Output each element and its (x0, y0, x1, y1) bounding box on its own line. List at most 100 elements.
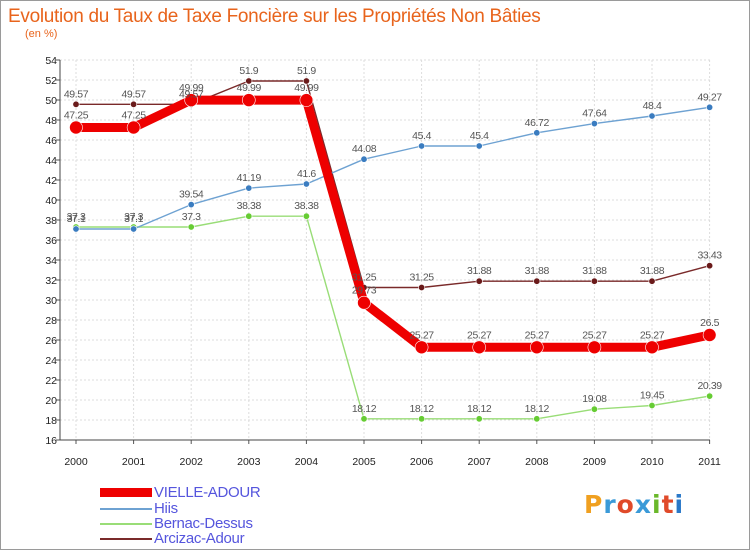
y-tick-label: 42 (45, 175, 57, 187)
data-label: 37.3 (124, 211, 143, 223)
data-point (529, 340, 544, 355)
data-label: 20.39 (697, 380, 722, 392)
data-label: 41.19 (237, 172, 262, 184)
data-point (245, 184, 253, 192)
x-tick-label: 2009 (583, 456, 607, 468)
data-label: 19.08 (582, 393, 607, 405)
series-line (76, 106, 710, 230)
data-label: 45.4 (412, 130, 431, 142)
data-point (72, 100, 80, 108)
data-point (475, 142, 483, 150)
data-point (475, 277, 483, 285)
data-point (242, 93, 256, 107)
legend-label-hiis: Hiis (154, 500, 178, 517)
data-label: 31.88 (640, 265, 665, 277)
data-point (69, 120, 83, 135)
data-label: 47.25 (121, 110, 146, 122)
logo-letter: i (652, 490, 662, 519)
legend-label-vielle-adour: VIELLE-ADOUR (154, 484, 261, 501)
y-tick-label: 24 (45, 355, 57, 367)
y-tick-label: 50 (45, 95, 57, 107)
x-tick-label: 2004 (295, 456, 319, 468)
data-label: 45.4 (470, 130, 489, 142)
legend-swatch-vielle-adour (100, 488, 152, 497)
legend-swatch-bernac-dessus (100, 523, 152, 525)
legend-swatch-arcizac-adour (100, 538, 152, 540)
x-tick-label: 2005 (352, 456, 376, 468)
data-label: 49.99 (237, 82, 262, 94)
x-tick-label: 2002 (180, 456, 204, 468)
data-point (418, 415, 426, 423)
x-tick-label: 2006 (410, 456, 434, 468)
y-tick-label: 38 (45, 215, 57, 227)
data-label: 47.25 (64, 110, 89, 122)
data-point (475, 415, 483, 423)
data-point (706, 392, 714, 400)
data-point (414, 340, 429, 355)
series-line (76, 95, 711, 352)
y-tick-label: 52 (45, 75, 57, 87)
data-label: 31.88 (582, 265, 607, 277)
data-point (130, 100, 138, 108)
data-label: 39.54 (179, 189, 204, 201)
data-point (302, 77, 310, 85)
y-tick-label: 16 (45, 435, 57, 447)
data-label: 38.38 (237, 200, 262, 212)
data-point (590, 405, 598, 413)
data-label: 26.5 (700, 317, 719, 329)
data-label: 25.27 (467, 329, 492, 341)
legend-swatch-hiis (100, 508, 152, 510)
data-label: 44.08 (352, 143, 377, 155)
data-point (706, 262, 714, 270)
data-label: 18.12 (409, 403, 434, 415)
data-point (187, 223, 195, 231)
x-tick-label: 2000 (64, 456, 88, 468)
data-label: 47.64 (582, 108, 607, 120)
series-vielle-adour (69, 93, 717, 355)
data-label: 18.12 (525, 403, 550, 415)
data-label: 41.6 (297, 168, 316, 180)
data-point (645, 340, 659, 355)
data-label: 49.57 (64, 88, 89, 100)
data-label: 37.3 (67, 211, 86, 223)
data-label: 33.43 (697, 250, 722, 262)
logo-letter: o (616, 490, 635, 519)
data-point (184, 93, 198, 107)
data-label: 37.1 (124, 213, 143, 225)
data-label: 37.3 (182, 211, 201, 223)
y-tick-label: 26 (45, 335, 57, 347)
x-tick-label: 2010 (640, 456, 664, 468)
data-point (187, 201, 195, 209)
y-tick-label: 18 (45, 415, 57, 427)
data-point (126, 120, 141, 135)
data-point (648, 112, 656, 120)
logo-letter: x (634, 490, 652, 519)
data-point (418, 142, 426, 150)
data-point (245, 212, 253, 220)
x-tick-label: 2008 (525, 456, 549, 468)
y-tick-label: 32 (45, 275, 57, 287)
data-point (302, 180, 310, 188)
data-label: 49.99 (294, 82, 319, 94)
data-point (418, 283, 426, 291)
data-label: 49.27 (697, 91, 722, 103)
data-point (533, 129, 541, 137)
data-label: 29.73 (352, 285, 377, 297)
data-point (533, 415, 541, 423)
y-tick-label: 22 (45, 375, 57, 387)
data-label: 25.27 (525, 329, 550, 341)
data-point (72, 225, 80, 233)
series-line (76, 215, 710, 420)
data-label: 31.88 (525, 265, 550, 277)
data-point (590, 120, 598, 128)
data-point (648, 277, 656, 285)
y-tick-label: 30 (45, 295, 57, 307)
data-point (590, 277, 598, 285)
y-tick-label: 20 (45, 395, 57, 407)
data-label: 31.25 (352, 272, 377, 284)
data-label: 31.88 (467, 265, 492, 277)
data-point (587, 340, 602, 355)
data-label: 49.57 (179, 88, 204, 100)
data-point (245, 77, 253, 85)
y-tick-label: 44 (45, 155, 57, 167)
